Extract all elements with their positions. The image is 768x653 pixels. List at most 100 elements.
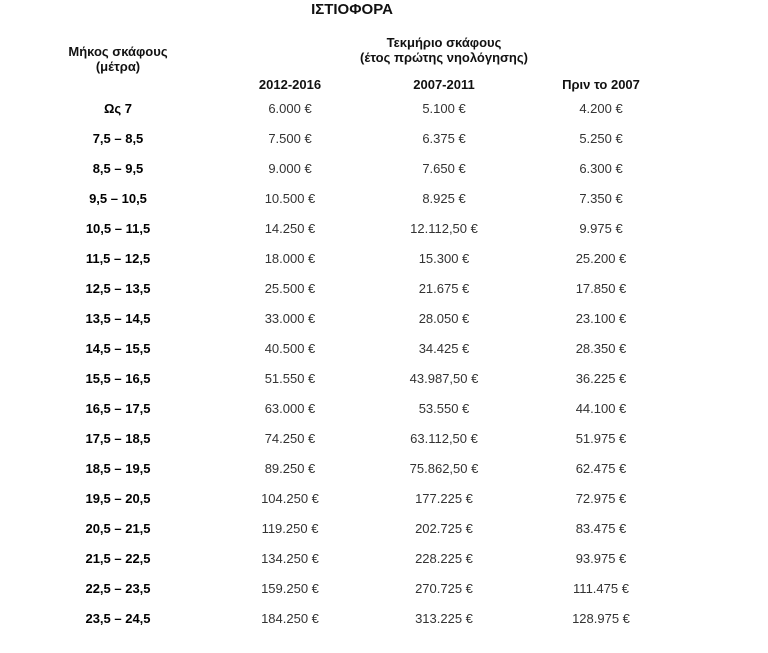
tekmirio-header-line2: (έτος πρώτης νηολόγησης): [360, 50, 528, 65]
table-row: 14,5 – 15,5 40.500 € 34.425 € 28.350 €: [0, 341, 768, 361]
value-cell: 14.250 €: [264, 221, 316, 236]
value-cell: 184.250 €: [261, 611, 319, 626]
table-row: 20,5 – 21,5 119.250 € 202.725 € 83.475 €: [0, 521, 768, 541]
table-row: 16,5 – 17,5 63.000 € 53.550 € 44.100 €: [0, 401, 768, 421]
value-cell: 36.225 €: [575, 371, 627, 386]
table-row: 19,5 – 20,5 104.250 € 177.225 € 72.975 €: [0, 491, 768, 511]
value-cell: 9.000 €: [268, 161, 312, 176]
length-cell: 11,5 – 12,5: [85, 251, 151, 266]
value-cell: 6.375 €: [422, 131, 466, 146]
value-cell: 63.000 €: [264, 401, 316, 416]
value-cell: 111.475 €: [573, 581, 629, 596]
value-cell: 43.987,50 €: [409, 371, 479, 386]
value-cell: 34.425 €: [418, 341, 470, 356]
value-cell: 53.550 €: [418, 401, 470, 416]
table-row: 23,5 – 24,5 184.250 € 313.225 € 128.975 €: [0, 611, 768, 631]
value-cell: 202.725 €: [415, 521, 473, 536]
value-cell: 74.250 €: [264, 431, 316, 446]
length-cell: 10,5 – 11,5: [85, 221, 151, 236]
length-cell: 22,5 – 23,5: [85, 581, 151, 596]
value-cell: 159.250 €: [261, 581, 319, 596]
length-cell: 8,5 – 9,5: [92, 161, 144, 176]
value-cell: 51.550 €: [264, 371, 316, 386]
value-cell: 270.725 €: [415, 581, 473, 596]
length-cell: 15,5 – 16,5: [85, 371, 151, 386]
table-row: 22,5 – 23,5 159.250 € 270.725 € 111.475 €: [0, 581, 768, 601]
value-cell: 40.500 €: [264, 341, 316, 356]
value-cell: 83.475 €: [575, 521, 627, 536]
value-cell: 72.975 €: [575, 491, 627, 506]
value-cell: 9.975 €: [579, 221, 623, 236]
length-cell: 19,5 – 20,5: [85, 491, 151, 506]
length-cell: 21,5 – 22,5: [85, 551, 151, 566]
length-cell: 17,5 – 18,5: [85, 431, 151, 446]
table-row: 8,5 – 9,5 9.000 € 7.650 € 6.300 €: [0, 161, 768, 181]
table-row: 17,5 – 18,5 74.250 € 63.112,50 € 51.975 €: [0, 431, 768, 451]
table-row: Ως 7 6.000 € 5.100 € 4.200 €: [0, 101, 768, 121]
length-cell: 16,5 – 17,5: [85, 401, 151, 416]
value-cell: 8.925 €: [422, 191, 466, 206]
value-cell: 51.975 €: [575, 431, 627, 446]
value-cell: 10.500 €: [264, 191, 316, 206]
value-cell: 28.050 €: [418, 311, 470, 326]
value-cell: 18.000 €: [264, 251, 316, 266]
value-cell: 12.112,50 €: [410, 221, 478, 236]
value-cell: 177.225 €: [415, 491, 473, 506]
value-cell: 89.250 €: [264, 461, 316, 476]
tekmirio-header: Τεκμήριο σκάφους (έτος πρώτης νηολόγησης…: [344, 35, 544, 65]
value-cell: 7.650 €: [422, 161, 466, 176]
value-cell: 4.200 €: [579, 101, 623, 116]
length-cell: 18,5 – 19,5: [85, 461, 151, 476]
value-cell: 17.850 €: [575, 281, 627, 296]
value-cell: 134.250 €: [261, 551, 319, 566]
value-cell: 5.250 €: [579, 131, 623, 146]
value-cell: 25.200 €: [575, 251, 627, 266]
year-header-2012-2016: 2012-2016: [258, 77, 322, 92]
table-row: 12,5 – 13,5 25.500 € 21.675 € 17.850 €: [0, 281, 768, 301]
value-cell: 228.225 €: [415, 551, 473, 566]
table-row: 7,5 – 8,5 7.500 € 6.375 € 5.250 €: [0, 131, 768, 151]
length-cell: 14,5 – 15,5: [85, 341, 151, 356]
value-cell: 75.862,50 €: [409, 461, 479, 476]
value-cell: 93.975 €: [575, 551, 627, 566]
length-header: Μήκος σκάφους (μέτρα): [58, 44, 178, 74]
length-cell: 7,5 – 8,5: [92, 131, 144, 146]
year-header-2007-2011: 2007-2011: [413, 77, 475, 92]
length-cell: 12,5 – 13,5: [85, 281, 151, 296]
year-header-before-2007: Πριν το 2007: [562, 77, 640, 92]
length-cell: Ως 7: [103, 101, 133, 116]
value-cell: 313.225 €: [415, 611, 473, 626]
value-cell: 28.350 €: [575, 341, 627, 356]
value-cell: 44.100 €: [575, 401, 627, 416]
value-cell: 104.250 €: [261, 491, 319, 506]
length-cell: 20,5 – 21,5: [85, 521, 151, 536]
table-row: 13,5 – 14,5 33.000 € 28.050 € 23.100 €: [0, 311, 768, 331]
table-row: 15,5 – 16,5 51.550 € 43.987,50 € 36.225 €: [0, 371, 768, 391]
value-cell: 7.500 €: [268, 131, 312, 146]
page-title: ΙΣΤΙΟΦΟΡΑ: [311, 1, 393, 18]
value-cell: 21.675 €: [418, 281, 470, 296]
table-row: 10,5 – 11,5 14.250 € 12.112,50 € 9.975 €: [0, 221, 768, 241]
value-cell: 33.000 €: [264, 311, 316, 326]
table-row: 21,5 – 22,5 134.250 € 228.225 € 93.975 €: [0, 551, 768, 571]
tekmirio-header-line1: Τεκμήριο σκάφους: [386, 35, 502, 50]
value-cell: 62.475 €: [575, 461, 627, 476]
value-cell: 7.350 €: [579, 191, 623, 206]
value-cell: 15.300 €: [418, 251, 470, 266]
length-cell: 23,5 – 24,5: [85, 611, 151, 626]
value-cell: 6.000 €: [268, 101, 312, 116]
value-cell: 63.112,50 €: [410, 431, 478, 446]
value-cell: 23.100 €: [575, 311, 627, 326]
length-cell: 13,5 – 14,5: [85, 311, 151, 326]
table-row: 11,5 – 12,5 18.000 € 15.300 € 25.200 €: [0, 251, 768, 271]
value-cell: 25.500 €: [264, 281, 316, 296]
table-row: 18,5 – 19,5 89.250 € 75.862,50 € 62.475 €: [0, 461, 768, 481]
value-cell: 128.975 €: [572, 611, 630, 626]
value-cell: 6.300 €: [579, 161, 623, 176]
table-row: 9,5 – 10,5 10.500 € 8.925 € 7.350 €: [0, 191, 768, 211]
length-header-line1: Μήκος σκάφους: [68, 44, 168, 59]
length-cell: 9,5 – 10,5: [89, 191, 147, 206]
length-header-line2: (μέτρα): [95, 59, 141, 74]
value-cell: 5.100 €: [422, 101, 466, 116]
value-cell: 119.250 €: [261, 521, 319, 536]
